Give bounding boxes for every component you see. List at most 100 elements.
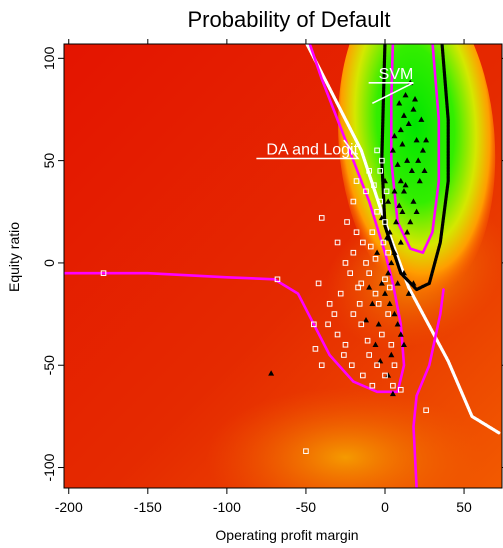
- square-point: [360, 239, 366, 246]
- triangle-point: [408, 167, 415, 174]
- triangle-point: [268, 370, 275, 376]
- square-point: [369, 229, 376, 236]
- plot-area: [64, 44, 502, 488]
- square-point: [342, 341, 349, 348]
- y-tick-label: 50: [41, 153, 57, 169]
- triangle-point: [410, 280, 417, 286]
- square-point: [398, 386, 404, 393]
- chart-title: Probability of Default: [188, 7, 391, 32]
- square-point: [369, 382, 376, 389]
- square-point: [274, 276, 281, 283]
- triangle-point: [412, 96, 419, 102]
- square-point: [374, 208, 380, 215]
- triangle-point: [381, 290, 388, 296]
- triangle-point: [410, 106, 417, 112]
- square-point: [350, 249, 357, 256]
- triangle-point: [383, 235, 390, 241]
- square-point: [366, 352, 372, 358]
- triangle-point: [418, 116, 425, 122]
- x-tick-label: -200: [55, 499, 83, 515]
- square-point: [318, 362, 325, 369]
- square-point: [318, 215, 325, 221]
- triangle-point: [396, 202, 403, 208]
- triangle-point: [385, 269, 392, 276]
- triangle-point: [391, 188, 398, 194]
- square-point: [391, 362, 398, 369]
- square-point: [423, 407, 429, 414]
- square-point: [331, 311, 338, 317]
- triangle-point: [394, 280, 401, 286]
- square-point: [388, 341, 395, 348]
- triangle-point: [407, 218, 414, 225]
- square-point: [377, 198, 384, 205]
- triangle-point: [405, 120, 412, 126]
- square-point: [379, 157, 385, 164]
- square-point: [100, 270, 107, 276]
- square-point: [341, 352, 347, 358]
- triangle-point: [404, 229, 411, 235]
- square-point: [355, 284, 361, 291]
- square-point: [367, 243, 374, 250]
- square-point: [366, 168, 372, 174]
- heatmap-warm-region: [205, 387, 486, 488]
- x-tick-label: -150: [134, 499, 162, 515]
- square-point: [372, 256, 379, 262]
- square-point: [383, 188, 390, 195]
- triangle-point: [388, 259, 395, 266]
- annotation-leader: [256, 139, 360, 160]
- boundary-line: [305, 44, 501, 435]
- square-point: [312, 346, 319, 352]
- square-point: [350, 198, 357, 205]
- triangle-point: [386, 300, 393, 307]
- square-point: [382, 372, 388, 379]
- square-point: [374, 147, 380, 154]
- triangle-point: [394, 161, 401, 167]
- square-point: [303, 448, 309, 454]
- x-tick-label: -100: [213, 499, 241, 515]
- triangle-point: [416, 177, 423, 184]
- square-point: [380, 239, 387, 246]
- boundary-line: [390, 44, 441, 254]
- triangle-point: [397, 126, 404, 133]
- triangle-point: [397, 331, 404, 337]
- triangle-point: [396, 100, 403, 106]
- square-point: [385, 249, 391, 256]
- triangle-point: [372, 341, 379, 347]
- y-tick-label: -50: [41, 355, 57, 375]
- triangle-point: [410, 198, 417, 204]
- triangle-point: [391, 132, 398, 139]
- triangle-point: [393, 218, 400, 225]
- square-point: [382, 276, 388, 283]
- square-point: [315, 280, 322, 287]
- square-point: [372, 290, 379, 297]
- square-point: [379, 331, 385, 338]
- square-point: [350, 311, 357, 317]
- triangle-point: [391, 249, 398, 255]
- triangle-point: [386, 229, 393, 235]
- square-point: [342, 260, 349, 266]
- triangle-point: [381, 177, 388, 184]
- triangle-point: [419, 147, 426, 153]
- triangle-point: [402, 91, 409, 98]
- boundary-line: [64, 44, 406, 394]
- triangle-point: [378, 280, 385, 286]
- triangle-point: [413, 136, 420, 143]
- square-point: [358, 321, 365, 328]
- square-point: [363, 260, 369, 266]
- square-point: [358, 280, 365, 287]
- x-axis: -200 -150 -100 -50 0 50: [55, 39, 472, 515]
- triangle-point: [421, 167, 428, 174]
- triangle-point: [405, 290, 412, 296]
- triangle-point: [366, 284, 373, 290]
- square-point: [356, 301, 363, 307]
- triangle-point: [413, 208, 420, 214]
- triangle-point: [389, 147, 396, 153]
- x-tick-label: 50: [456, 499, 472, 515]
- square-point: [385, 311, 391, 317]
- decision-boundaries: [64, 44, 501, 488]
- triangle-point: [388, 351, 395, 358]
- square-point: [390, 382, 396, 389]
- annotation-label: SVM: [379, 66, 414, 83]
- triangle-point: [404, 157, 411, 163]
- x-tick-label: -50: [296, 499, 316, 515]
